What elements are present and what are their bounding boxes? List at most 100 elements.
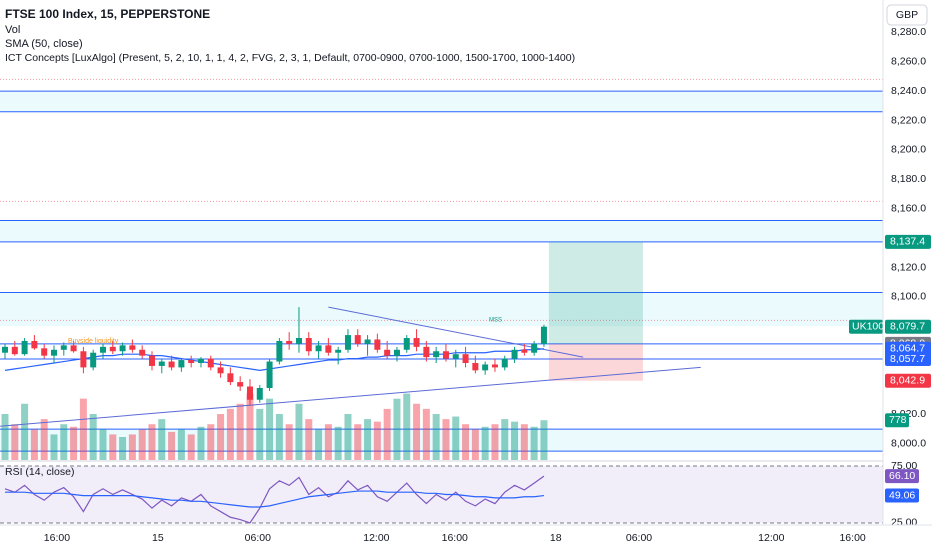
- candle-body: [413, 338, 420, 347]
- volume-bar: [452, 416, 460, 460]
- volume-bar: [530, 426, 538, 460]
- volume-bar: [442, 419, 450, 460]
- volume-bar: [236, 403, 244, 460]
- x-tick-label: 16:00: [44, 532, 70, 544]
- candle-body: [393, 349, 400, 356]
- volume-bar: [403, 393, 411, 460]
- volume-bar: [481, 426, 489, 460]
- candle-body: [109, 346, 116, 352]
- candle-body: [90, 352, 97, 368]
- volume-bar: [226, 408, 234, 460]
- zone: [0, 429, 883, 452]
- rsi-tick-label: 75.00: [891, 460, 917, 472]
- volume-bar: [148, 424, 156, 460]
- y-tick-label: 8,000.0: [891, 438, 926, 450]
- volume-bar: [207, 424, 215, 460]
- currency[interactable]: GBP: [896, 9, 918, 21]
- candle-body: [11, 346, 18, 355]
- x-tick-label: 16:00: [839, 532, 865, 544]
- candle-body: [442, 351, 449, 359]
- volume-bar: [158, 419, 166, 460]
- zone: [0, 292, 883, 327]
- volume-bar: [285, 424, 293, 460]
- volume-bar: [99, 429, 107, 460]
- volume-bar: [373, 421, 381, 460]
- price-label-bg: [885, 319, 931, 334]
- candle-body: [99, 346, 106, 353]
- volume-bar: [491, 424, 499, 460]
- zone: [0, 220, 883, 242]
- trendline: [0, 366, 701, 427]
- volume-bar: [315, 429, 323, 460]
- candle-body: [374, 339, 381, 350]
- candle-body: [80, 351, 87, 368]
- price-label: 8,137.4: [890, 236, 925, 248]
- candle-body: [403, 338, 410, 350]
- candle-body: [188, 360, 195, 364]
- position-stop: [548, 343, 643, 381]
- volume-bar: [256, 408, 264, 460]
- volume-bar: [168, 431, 176, 460]
- candle-body: [531, 343, 538, 353]
- volume-bar: [128, 434, 136, 460]
- volume-label: 778: [889, 414, 907, 426]
- candle-body: [462, 354, 469, 364]
- volume-bar: [1, 414, 9, 460]
- volume-bar: [40, 419, 48, 460]
- price-label: 8,057.7: [890, 353, 925, 365]
- rsi-line: [4, 475, 545, 524]
- volume-bar: [60, 424, 68, 460]
- y-tick-label: 8,260.0: [891, 56, 926, 68]
- symbol-tag: UK100: [852, 320, 884, 332]
- x-tick-label: 12:00: [363, 532, 389, 544]
- volume-bar: [540, 420, 548, 460]
- candle-body: [246, 386, 253, 400]
- currency-button[interactable]: [886, 4, 928, 26]
- indicator-label: ICT Concepts [LuxAlgo] (Present, 5, 2, 1…: [5, 52, 575, 64]
- candle-body: [354, 335, 361, 344]
- candle-body: [276, 340, 283, 362]
- x-tick-label: 06:00: [626, 532, 652, 544]
- candle-body: [60, 345, 67, 350]
- candle-body: [197, 358, 204, 364]
- volume-bar: [501, 419, 509, 460]
- price-label: 8,064.7: [890, 343, 925, 355]
- plot: 8,000.08,020.08,100.08,120.08,160.08,180…: [0, 26, 931, 544]
- candle-body: [158, 361, 165, 366]
- rsi-ma-label: 49.06: [889, 489, 915, 501]
- chart-title: FTSE 100 Index, 15, PEPPERSTONE: [5, 7, 210, 21]
- volume-bar: [295, 403, 303, 460]
- volume-bar: [432, 414, 440, 460]
- candle-body: [256, 387, 263, 400]
- candle-body: [178, 360, 185, 368]
- price-label: 8,079.7: [890, 320, 925, 332]
- volume-bar: [305, 419, 313, 460]
- y-tick-label: 8,240.0: [891, 85, 926, 97]
- volume-bar: [109, 434, 117, 460]
- candle-body: [21, 340, 28, 355]
- annotation: MSS: [489, 318, 502, 324]
- position-target: [548, 241, 643, 344]
- candle-body: [148, 355, 155, 366]
- rsi-title: RSI (14, close): [5, 466, 74, 478]
- y-tick-label: 8,120.0: [891, 261, 926, 273]
- candle-body: [1, 346, 8, 353]
- candle-body: [344, 335, 351, 350]
- volume-bar: [30, 429, 38, 460]
- y-tick-label: 8,100.0: [891, 291, 926, 303]
- candle-body: [207, 358, 214, 368]
- volume-bar: [324, 424, 332, 460]
- candle-body: [266, 361, 273, 388]
- candle-body: [168, 361, 175, 368]
- rsi-label: 66.10: [889, 470, 915, 482]
- volume-bar: [21, 403, 29, 460]
- volume-bar: [177, 429, 185, 460]
- zone: [0, 91, 883, 112]
- candle-body: [286, 340, 293, 344]
- candle-body: [482, 364, 489, 371]
- candle-body: [540, 326, 547, 344]
- volume-bar: [70, 426, 78, 460]
- volume-bar: [187, 434, 195, 460]
- volume-bar: [393, 398, 401, 460]
